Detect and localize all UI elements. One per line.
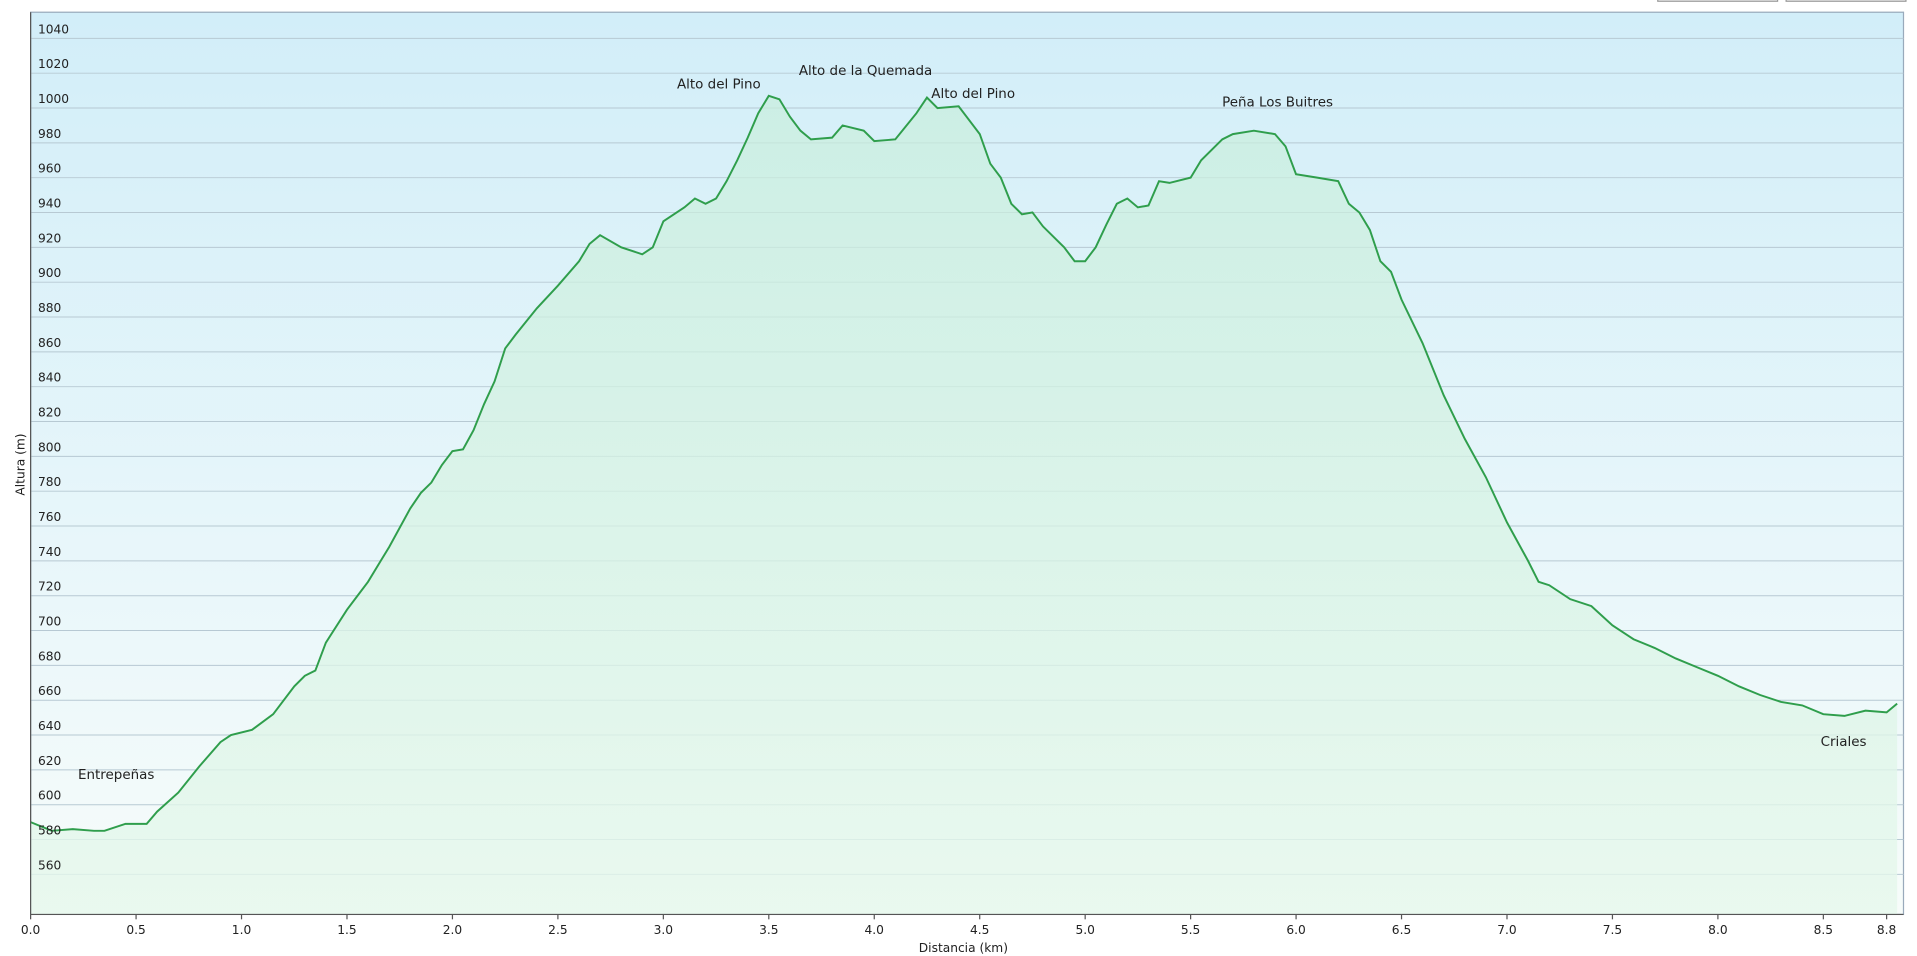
x-tick-label: 7.0 [1497, 923, 1516, 937]
x-tick-label: 8.5 [1814, 923, 1833, 937]
x-tick-label: 0.5 [126, 923, 145, 937]
area [30, 95, 1898, 915]
annotation: Alto del Pino [931, 87, 1015, 102]
annotation: Criales [1821, 735, 1867, 750]
y-tick-label: 800 [38, 440, 61, 454]
y-tick-label: 660 [38, 684, 61, 698]
y-tick-label: 820 [38, 405, 61, 419]
x-tick-label: 5.0 [1075, 923, 1094, 937]
y-tick-label: 860 [38, 336, 61, 350]
annotation: Alto del Pino [677, 77, 761, 92]
button[interactable] [1657, 0, 1779, 2]
y-tick-label: 920 [38, 231, 61, 245]
annotation: Peña Los Buitres [1222, 96, 1333, 111]
y-tick-label: 940 [38, 196, 61, 210]
y-tick-label: 960 [38, 162, 61, 176]
x-tick-label: 6.0 [1286, 923, 1305, 937]
y-tick-label: 680 [38, 649, 61, 663]
x-tick-label: 4.0 [865, 923, 884, 937]
y-tick-label: 740 [38, 545, 61, 559]
x-tick-label: 0.0 [21, 923, 40, 937]
annotation: Entrepeñas [78, 768, 154, 783]
y-tick-label: 720 [38, 580, 61, 594]
y-tick-label: 880 [38, 301, 61, 315]
x-tick-label: 4.5 [970, 923, 989, 937]
y-tick-label: 620 [38, 754, 61, 768]
x-tick-label: 3.5 [759, 923, 778, 937]
y-tick-label: 580 [38, 823, 61, 837]
x-tick-label: 8.8 [1877, 923, 1896, 937]
x-tick-label: 6.5 [1392, 923, 1411, 937]
y-axis-label: Altura (m) [13, 433, 27, 495]
y-tick-label: 780 [38, 475, 61, 489]
x-axis-label: Distancia (km) [919, 941, 1008, 955]
x-tick-label: 3.0 [654, 923, 673, 937]
line [30, 94, 1898, 832]
button[interactable] [1785, 0, 1907, 2]
y-tick-label: 560 [38, 858, 61, 872]
y-tick-label: 600 [38, 789, 61, 803]
y-tick-label: 1040 [38, 22, 69, 36]
x-tick-label: 5.5 [1181, 923, 1200, 937]
y-tick-label: 840 [38, 371, 61, 385]
x-tick-label: 1.0 [232, 923, 251, 937]
y-tick-label: 1020 [38, 57, 69, 71]
x-tick-label: 2.0 [443, 923, 462, 937]
y-tick-label: 1000 [38, 92, 69, 106]
y-tick-label: 640 [38, 719, 61, 733]
x-tick-label: 7.5 [1603, 923, 1622, 937]
y-tick-label: 760 [38, 510, 61, 524]
x-tick-label: 2.5 [548, 923, 567, 937]
y-tick-label: 700 [38, 614, 61, 628]
x-tick-label: 1.5 [337, 923, 356, 937]
annotation: Alto de la Quemada [799, 64, 932, 79]
y-tick-label: 980 [38, 127, 61, 141]
x-tick-label: 8.0 [1708, 923, 1727, 937]
y-tick-label: 900 [38, 266, 61, 280]
